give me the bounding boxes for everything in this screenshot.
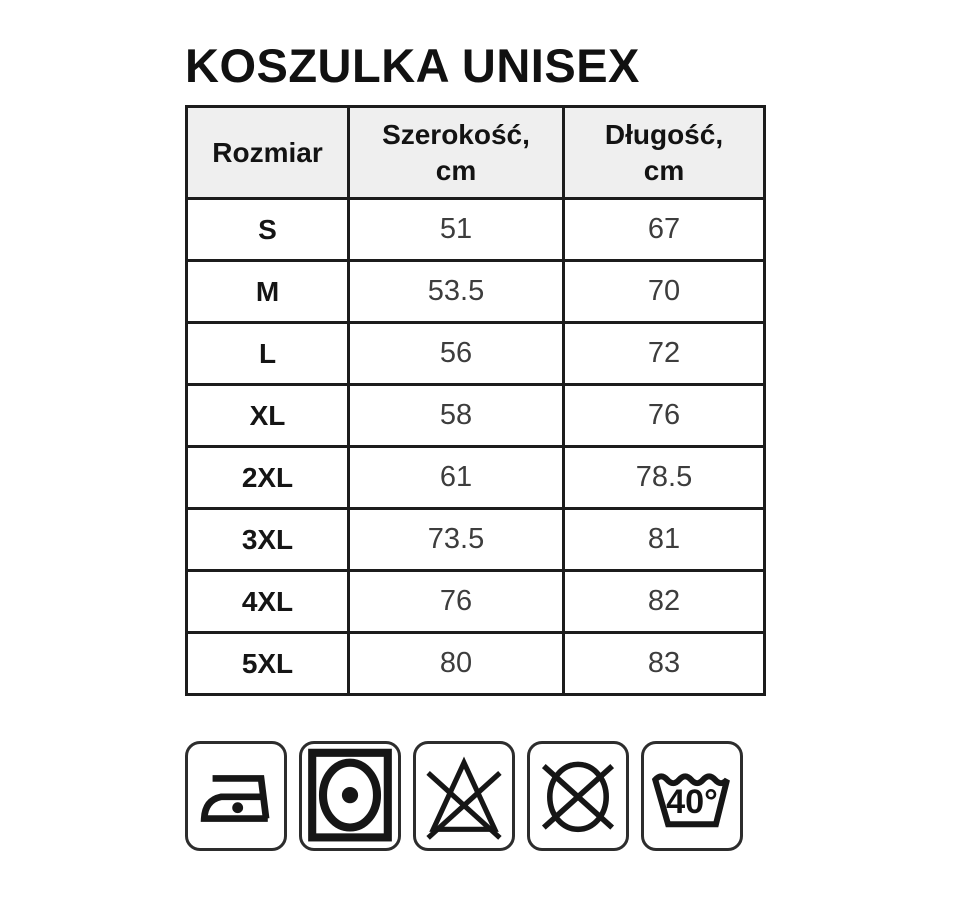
length-cell: 70 xyxy=(562,259,766,324)
table-row: 3XL 73.5 81 xyxy=(185,507,766,572)
wash-temperature-label: 40° xyxy=(666,783,718,821)
width-cell: 51 xyxy=(347,197,565,262)
header-width-label: Szerokość, cm xyxy=(382,118,530,186)
table-row: 5XL 80 83 xyxy=(185,631,766,696)
wash-40-icon: 40° xyxy=(641,741,743,851)
length-cell: 78.5 xyxy=(562,445,766,510)
header-length-label: Długość, cm xyxy=(604,118,724,186)
table-row: 2XL 61 78.5 xyxy=(185,445,766,510)
table-row: M 53.5 70 xyxy=(185,259,766,324)
length-cell: 67 xyxy=(562,197,766,262)
header-size: Rozmiar xyxy=(185,105,350,200)
care-icons-row: 40° xyxy=(185,741,765,851)
table-header-row: Rozmiar Szerokość, cm Długość, cm xyxy=(185,105,766,200)
do-not-tumble-dry-glyph xyxy=(541,761,615,833)
size-cell: L xyxy=(185,321,350,386)
length-cell: 82 xyxy=(562,569,766,634)
width-cell: 56 xyxy=(347,321,565,386)
size-cell: 3XL xyxy=(185,507,350,572)
size-chart: KOSZULKA UNISEX Rozmiar Szerokość, cm Dł… xyxy=(185,39,766,851)
tumble-dry-glyph xyxy=(308,748,392,842)
do-not-tumble-dry-icon xyxy=(527,741,629,851)
size-cell: 2XL xyxy=(185,445,350,510)
size-cell: 4XL xyxy=(185,569,350,634)
size-cell: S xyxy=(185,197,350,262)
do-not-bleach-glyph xyxy=(426,756,502,840)
table-row: L 56 72 xyxy=(185,321,766,386)
table-row: 4XL 76 82 xyxy=(185,569,766,634)
width-cell: 73.5 xyxy=(347,507,565,572)
length-cell: 81 xyxy=(562,507,766,572)
width-cell: 53.5 xyxy=(347,259,565,324)
length-cell: 76 xyxy=(562,383,766,448)
width-cell: 76 xyxy=(347,569,565,634)
width-cell: 61 xyxy=(347,445,565,510)
header-size-label: Rozmiar xyxy=(212,136,323,168)
page-title: KOSZULKA UNISEX xyxy=(185,39,640,92)
size-cell: M xyxy=(185,259,350,324)
length-cell: 83 xyxy=(562,631,766,696)
header-length: Długość, cm xyxy=(562,105,766,200)
tumble-dry-icon xyxy=(299,741,401,851)
do-not-bleach-icon xyxy=(413,741,515,851)
table-row: S 51 67 xyxy=(185,197,766,262)
length-cell: 72 xyxy=(562,321,766,386)
iron-glyph xyxy=(200,775,270,822)
size-cell: XL xyxy=(185,383,350,448)
iron-icon xyxy=(185,741,287,851)
size-table: Rozmiar Szerokość, cm Długość, cm S 51 6… xyxy=(185,105,766,696)
width-cell: 80 xyxy=(347,631,565,696)
wash-40-glyph: 40° xyxy=(651,773,730,828)
width-cell: 58 xyxy=(347,383,565,448)
size-table-body: S 51 67 M 53.5 70 L 56 72 XL 58 76 2XL 6… xyxy=(185,197,766,696)
header-width: Szerokość, cm xyxy=(347,105,565,200)
size-cell: 5XL xyxy=(185,631,350,696)
table-row: XL 58 76 xyxy=(185,383,766,448)
